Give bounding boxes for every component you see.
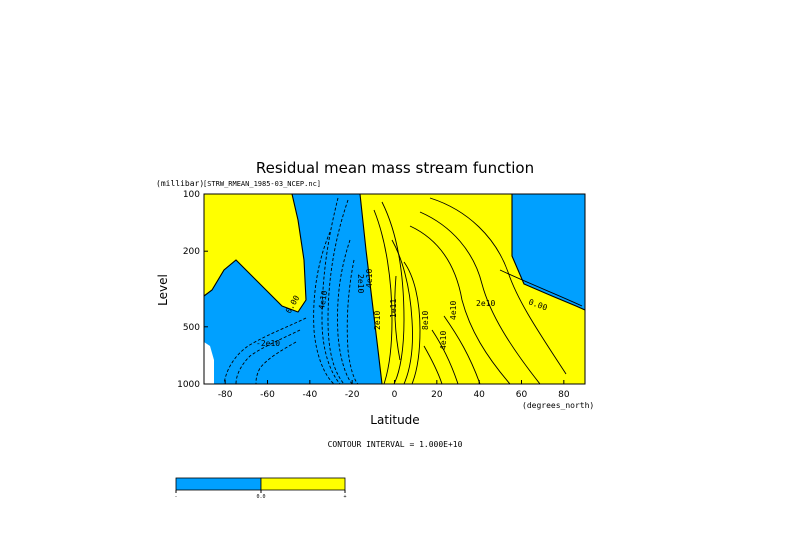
- pos-contour: [423, 345, 443, 384]
- pos-contour: [443, 315, 481, 384]
- y-tick-label: 500: [183, 323, 200, 333]
- y-axis-label: Level: [156, 274, 170, 306]
- pos-contour: [381, 201, 405, 384]
- y-tick-label: 1000: [177, 380, 200, 390]
- contour-label: 4e10: [365, 269, 374, 288]
- missing-data-patch: [204, 342, 214, 384]
- x-tick-label: 0: [392, 390, 398, 400]
- colorbar-label: 0.0: [256, 494, 265, 500]
- zero-contour: [359, 194, 383, 384]
- contour-label: 4e10: [449, 301, 458, 320]
- pos-contour: [403, 261, 421, 384]
- pos-contour: [499, 269, 583, 307]
- pos-contour: [409, 225, 511, 384]
- colorbar-label: -: [174, 494, 177, 500]
- x-axis-units: (degrees_north): [522, 401, 594, 410]
- colorbar-positive: [260, 477, 346, 491]
- pos-contour: [419, 211, 541, 384]
- contour-label: -2e10: [256, 339, 280, 348]
- neg-contour: [313, 231, 335, 384]
- positive-region-main: [360, 194, 585, 384]
- pos-contour: [394, 275, 401, 361]
- neg-contour: [235, 329, 301, 384]
- colorbar: - 0.0 +: [174, 477, 347, 500]
- pos-contour: [373, 209, 393, 384]
- contour-label: 2e10: [476, 299, 495, 308]
- x-tick-label: -60: [260, 390, 275, 400]
- x-tick-label: -40: [302, 390, 317, 400]
- contour-label: 2e10: [373, 311, 382, 330]
- chart-title: Residual mean mass stream function: [256, 159, 534, 177]
- neg-contour: [223, 317, 307, 384]
- positive-region-south: [204, 194, 306, 312]
- y-tick-label: 100: [183, 190, 200, 200]
- x-tick-label: -20: [345, 390, 360, 400]
- y-axis: 100 200 500 1000: [177, 190, 208, 390]
- y-tick-label: 200: [183, 247, 200, 257]
- colorbar-label: +: [343, 494, 346, 500]
- contour-label: 8e10: [421, 311, 430, 330]
- x-axis-label: Latitude: [370, 413, 419, 427]
- pos-contour: [391, 239, 413, 384]
- neg-contour: [327, 199, 349, 384]
- x-tick-label: 80: [558, 390, 570, 400]
- x-tick-label: 20: [431, 390, 443, 400]
- zero-contour: [511, 194, 585, 311]
- contour-label: 4e10: [317, 290, 329, 311]
- contour-label: 4e10: [439, 331, 448, 350]
- neg-contour: [337, 239, 353, 384]
- pos-contour: [429, 197, 567, 375]
- x-tick-label: 40: [473, 390, 485, 400]
- neg-contour: [321, 197, 341, 384]
- x-tick-label: 60: [516, 390, 528, 400]
- contour-lines: [204, 194, 585, 384]
- pos-contour: [431, 329, 459, 384]
- contour-label: 1e11: [389, 299, 398, 318]
- x-tick-label: -80: [218, 390, 233, 400]
- zero-contour: [204, 194, 307, 313]
- contour-label: 2e10: [356, 274, 365, 293]
- y-axis-units: (millibar): [156, 179, 204, 188]
- chart-subtitle: [STRW_RMEAN_1985-03_NCEP.nc]: [203, 180, 321, 188]
- neg-contour: [255, 341, 297, 384]
- contour-interval-note: CONTOUR INTERVAL = 1.000E+10: [328, 440, 463, 449]
- neg-contour: [346, 259, 359, 384]
- colorbar-negative: [175, 477, 262, 491]
- x-axis: -80 -60 -40 -20 0 20 40 60 80: [218, 380, 570, 400]
- contour-fill-area: [204, 194, 585, 384]
